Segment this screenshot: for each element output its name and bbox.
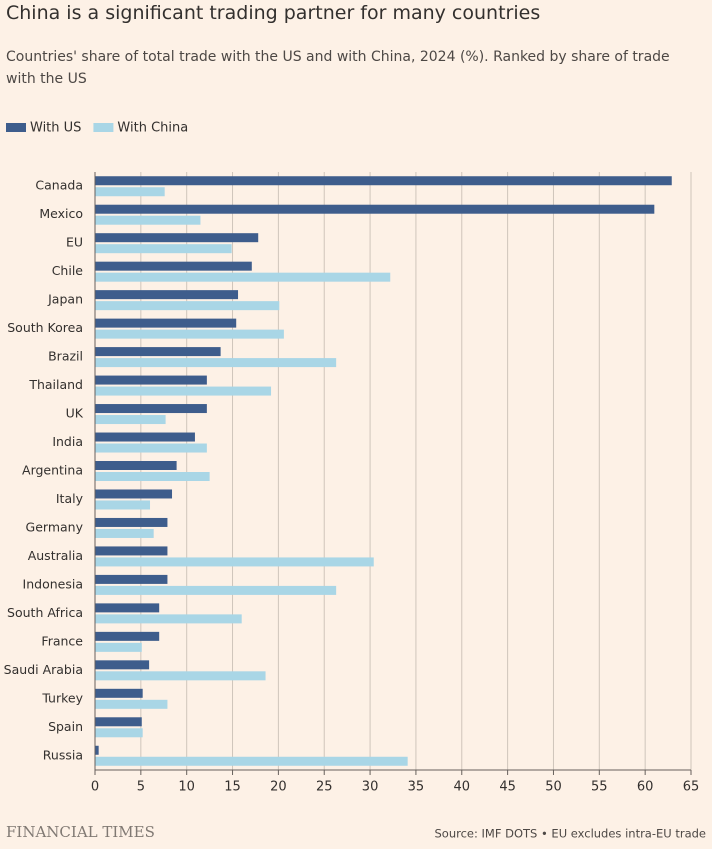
bar: [95, 290, 239, 300]
bar: [95, 204, 655, 214]
legend-swatch: [6, 123, 26, 132]
bar: [95, 261, 252, 271]
y-tick-label: South Africa: [7, 605, 83, 620]
bar: [95, 517, 168, 527]
x-tick-label: 65: [683, 780, 700, 795]
y-tick-label: EU: [66, 235, 83, 250]
bar: [95, 574, 168, 584]
y-tick-label: Thailand: [28, 377, 83, 392]
x-tick-label: 20: [270, 780, 287, 795]
y-tick-label: Spain: [48, 719, 83, 734]
bar: [95, 472, 210, 481]
legend-swatch: [93, 123, 114, 132]
y-tick-label: Chile: [52, 263, 84, 278]
bar: [95, 347, 221, 357]
y-tick-label: Germany: [26, 519, 84, 534]
bar: [95, 660, 150, 670]
bar: [95, 546, 168, 556]
bar: [95, 557, 374, 567]
y-tick-label: Turkey: [41, 690, 83, 705]
y-tick-label: Australia: [28, 548, 83, 563]
y-tick-label: Italy: [56, 491, 84, 506]
bar: [95, 272, 391, 282]
bar: [95, 603, 160, 613]
bar: [95, 415, 166, 425]
brand: FINANCIAL TIMES: [6, 823, 155, 841]
bar: [95, 215, 201, 225]
bar: [95, 375, 207, 385]
y-tick-label: France: [41, 633, 83, 648]
y-tick-label: South Korea: [7, 320, 83, 335]
bar: [95, 585, 337, 595]
bar: [95, 404, 207, 414]
y-tick-label: Russia: [43, 747, 83, 762]
bar: [95, 233, 259, 243]
bar: [95, 717, 142, 727]
bar: [95, 699, 168, 709]
bar: [95, 642, 142, 652]
bar: [95, 432, 195, 442]
chart-title: China is a significant trading partner f…: [6, 2, 541, 24]
x-tick-label: 35: [408, 780, 425, 795]
source: Source: IMF DOTS • EU excludes intra-EU …: [435, 827, 707, 841]
x-tick-label: 55: [591, 780, 608, 795]
x-tick-label: 15: [224, 780, 241, 795]
x-tick-label: 50: [545, 780, 562, 795]
bar: [95, 688, 143, 698]
bar: [95, 301, 280, 311]
x-tick-label: 45: [499, 780, 516, 795]
y-tick-label: Saudi Arabia: [4, 662, 83, 677]
bar: [95, 329, 284, 339]
bar: [95, 443, 207, 453]
y-tick-label: Canada: [35, 178, 83, 193]
chart-subtitle: Countries' share of total trade with the…: [6, 49, 670, 87]
x-tick-label: 0: [91, 780, 99, 795]
bar: [95, 728, 143, 738]
bar: [95, 500, 151, 510]
y-tick-label: Japan: [47, 292, 83, 307]
x-tick-label: 25: [316, 780, 333, 795]
bar: [95, 528, 154, 538]
x-tick-label: 10: [178, 780, 195, 795]
x-tick-label: 30: [362, 780, 379, 795]
y-tick-label: Brazil: [48, 349, 83, 364]
bar: [95, 745, 99, 755]
bar: [95, 671, 266, 681]
y-tick-label: Indonesia: [23, 576, 83, 591]
bar: [95, 358, 337, 368]
legend-label: With US: [30, 121, 81, 136]
bar: [95, 461, 177, 470]
bar: [95, 318, 237, 328]
y-tick-label: UK: [66, 406, 84, 421]
bar: [95, 489, 173, 499]
legend-label: With China: [117, 121, 188, 136]
x-tick-label: 5: [137, 780, 145, 795]
bar: [95, 176, 672, 186]
x-tick-label: 60: [637, 780, 654, 795]
bar: [95, 756, 408, 766]
bar: [95, 187, 165, 197]
y-tick-label: India: [52, 434, 83, 449]
x-tick-label: 40: [453, 780, 470, 795]
bar: [95, 631, 160, 641]
y-tick-label: Mexico: [39, 206, 83, 221]
y-tick-label: Argentina: [22, 463, 83, 478]
bar: [95, 614, 242, 624]
bar: [95, 386, 272, 396]
bar: [95, 244, 232, 254]
